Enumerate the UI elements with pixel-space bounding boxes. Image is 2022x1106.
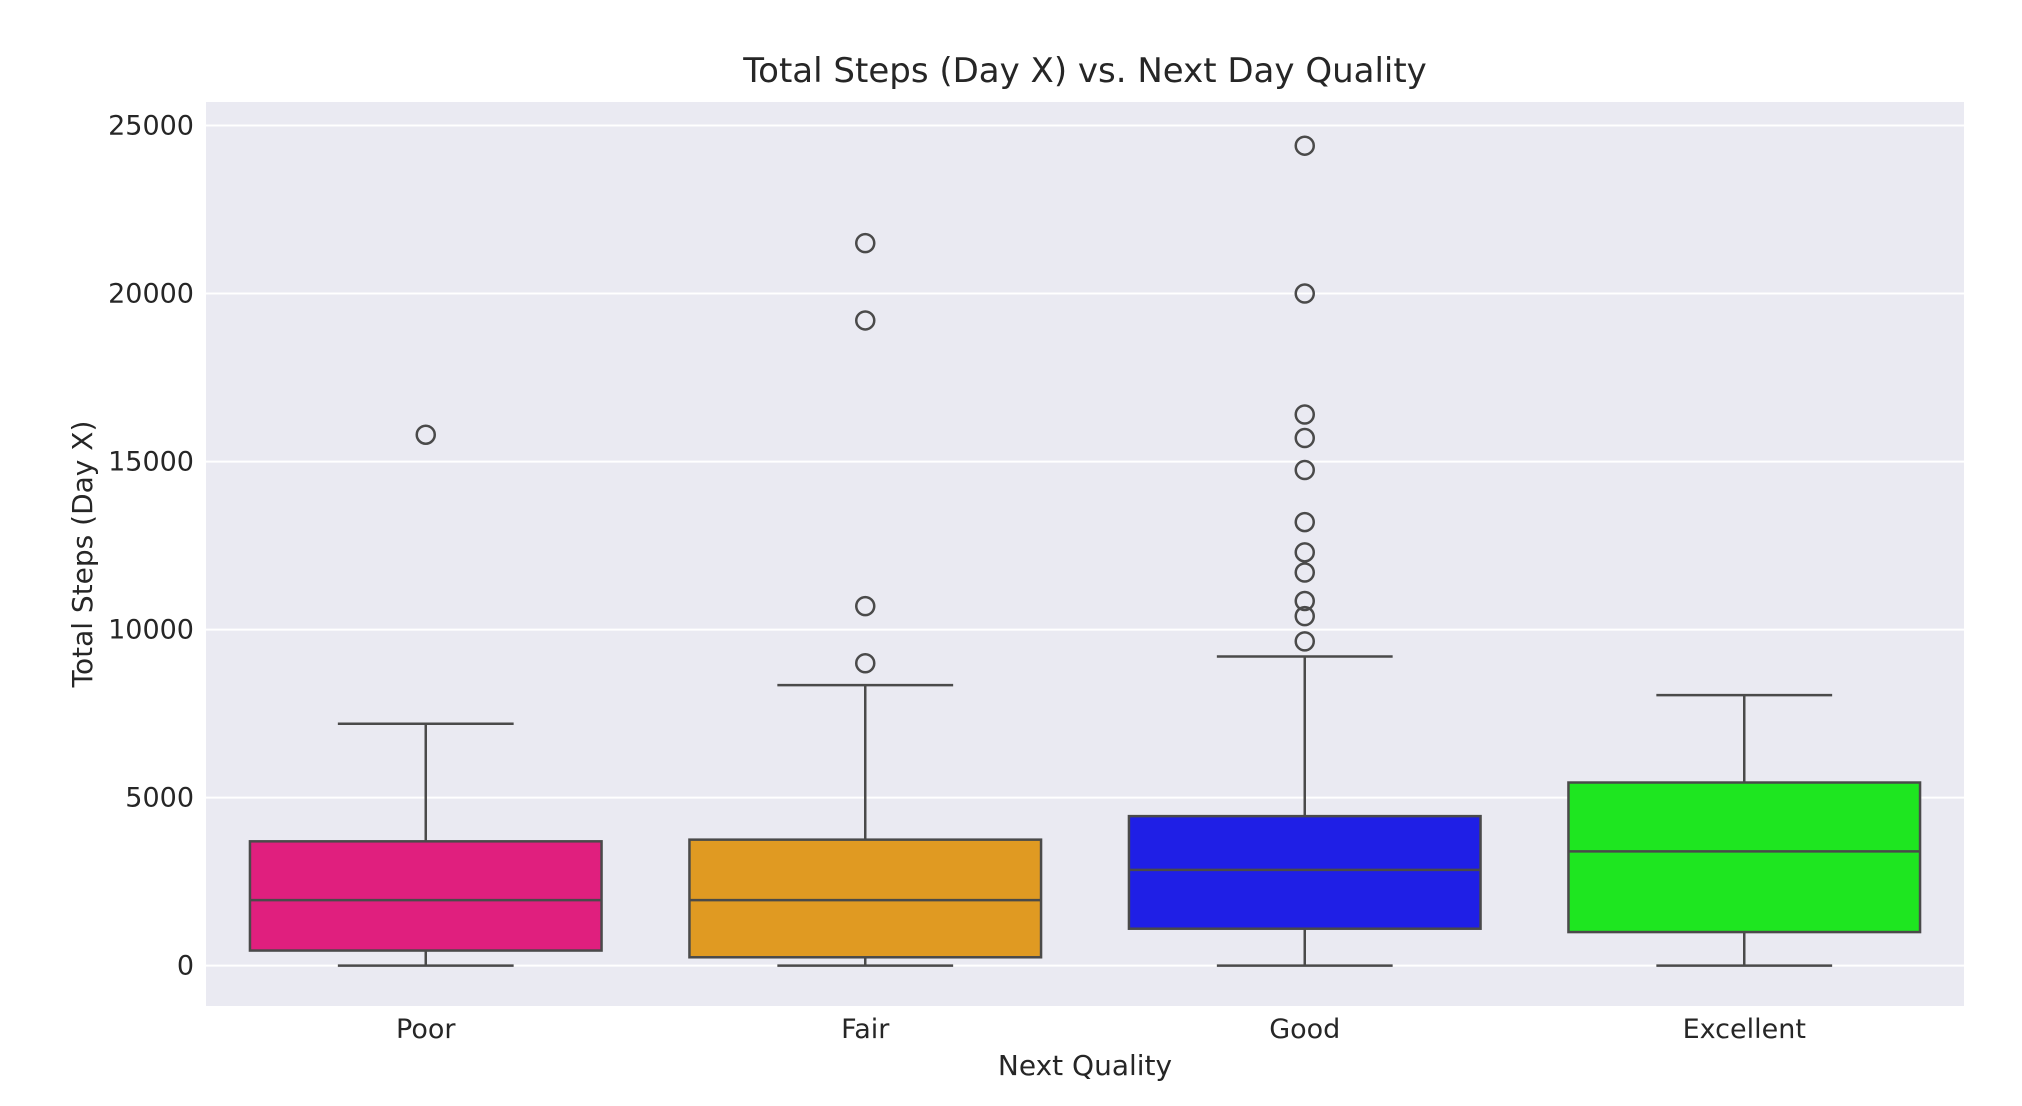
x-axis-label: Next Quality [998, 1049, 1172, 1082]
box-excellent [1567, 781, 1922, 934]
outlier-point [1294, 404, 1315, 425]
outlier-point [1294, 590, 1315, 612]
box-group-fair [688, 232, 1043, 967]
y-tick-label: 5000 [125, 783, 194, 814]
y-tick-label: 10000 [108, 615, 194, 646]
y-tick-label: 0 [177, 951, 194, 982]
outlier-point [855, 652, 876, 674]
x-tick-label: Good [1269, 1014, 1340, 1045]
outlier-point [855, 310, 876, 331]
box-group-excellent [1567, 693, 1922, 967]
y-tick-label: 20000 [108, 279, 194, 310]
x-tick-label: Excellent [1683, 1014, 1806, 1045]
box-good [1127, 814, 1482, 930]
outlier-point [1294, 631, 1315, 652]
outlier-point [1294, 283, 1315, 304]
y-tick-label: 25000 [108, 111, 194, 142]
outlier-point [1294, 562, 1315, 583]
x-tick-labels: Poor Fair Good Excellent [396, 1014, 1806, 1045]
outlier-point [1294, 542, 1315, 563]
y-axis-label: Total Steps (Day X) [66, 421, 99, 689]
y-tick-labels: 0 5000 10000 15000 20000 25000 [108, 111, 194, 982]
box-group-good [1127, 135, 1482, 967]
boxes [248, 135, 1922, 967]
box-fair [688, 838, 1043, 959]
outlier-point [1294, 135, 1315, 156]
outlier-point [1294, 511, 1315, 533]
outlier-point [1294, 605, 1315, 627]
chart-title: Total Steps (Day X) vs. Next Day Quality [742, 51, 1427, 91]
x-tick-label: Poor [396, 1014, 456, 1045]
y-tick-label: 15000 [108, 447, 194, 478]
outlier-point [1294, 427, 1315, 449]
box-poor [248, 840, 603, 952]
box-group-poor [248, 424, 603, 967]
outlier-point [415, 424, 436, 445]
x-tick-label: Fair [841, 1014, 890, 1045]
outlier-point [855, 595, 876, 617]
outlier-point [855, 232, 876, 254]
outlier-point [1294, 459, 1315, 481]
